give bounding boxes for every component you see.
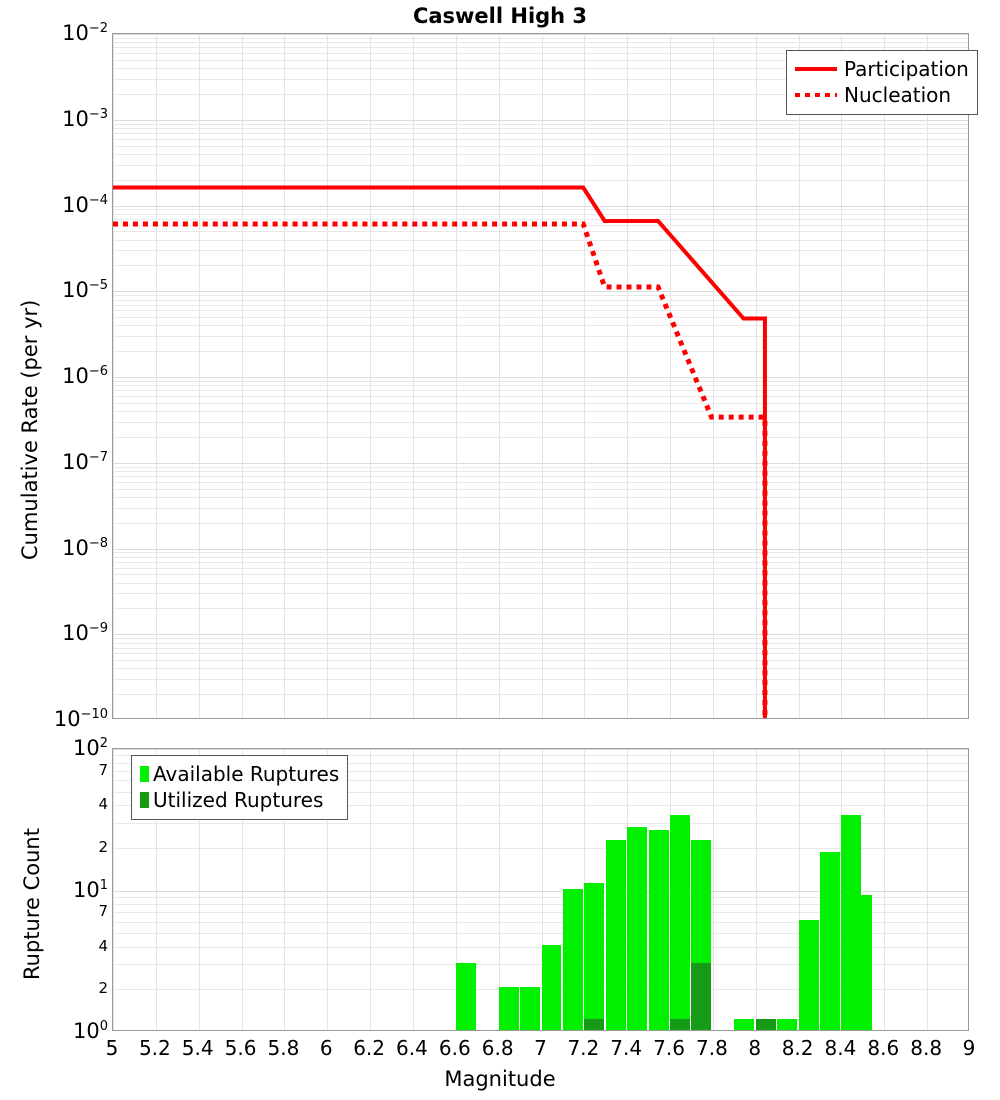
bar-available-segment [627,827,648,1030]
histogram-bar [691,840,712,1030]
cumulative-rate-plot-area [112,33,969,719]
x-tick-label: 6 [319,1036,333,1060]
top-y-axis-title: Cumulative Rate (per yr) [18,299,42,560]
y-tick-label: 102 [72,736,108,760]
histogram-bar [648,829,669,1030]
bar-available-segment [455,962,476,1030]
bar-available-segment [562,888,583,1030]
x-tick-label: 7.8 [695,1036,728,1060]
bar-available-segment [798,919,819,1030]
y-tick-label: 2 [98,979,108,998]
x-tick-label: 8.2 [781,1036,814,1060]
legend-item-participation: Participation [795,56,969,82]
histogram-bar [605,840,626,1030]
y-tick-label: 7 [98,760,108,779]
y-tick-label: 10−2 [62,21,108,45]
y-tick-label: 100 [72,1019,108,1043]
x-tick-label: 8.4 [824,1036,857,1060]
available-color-icon [140,766,149,782]
x-tick-label: 6.4 [396,1036,428,1060]
histogram-bar [455,962,476,1030]
legend-item-available: Available Ruptures [140,761,339,787]
x-tick-label: 5.6 [224,1036,257,1060]
bar-available-segment [541,944,562,1030]
bottom-y-axis-title: Rupture Count [20,828,44,980]
histogram-bar [777,1019,798,1030]
y-tick-label: 7 [98,902,108,921]
bar-available-segment [852,894,873,1030]
histogram-bar [520,987,540,1030]
x-tick-label: 6.6 [438,1036,471,1060]
x-tick-label: 5.4 [181,1036,214,1060]
bar-available-segment [670,815,690,1030]
rate-curves [113,185,768,718]
y-tick-label: 4 [98,795,108,814]
y-tick-label: 4 [98,936,108,955]
chart-title: Caswell High 3 [412,4,588,28]
rupture-legend: Available Ruptures Utilized Ruptures [131,755,349,820]
x-tick-label: 7 [534,1036,547,1060]
x-tick-label: 7.2 [567,1036,600,1060]
bar-available-segment [605,840,626,1030]
histogram-bar [734,1019,755,1030]
histogram-bar [852,894,873,1030]
y-tick-label: 10−10 [53,707,108,731]
bar-utilized-segment [670,1019,690,1030]
y-tick-label: 10−8 [62,535,108,560]
x-tick-label: 8 [748,1036,762,1060]
utilized-color-icon [140,792,149,808]
histogram-bar [584,882,605,1030]
histogram-bar [562,888,583,1030]
bar-available-segment [520,987,540,1030]
histogram-bar [670,815,690,1030]
x-tick-label: 5.2 [138,1036,171,1060]
y-tick-label: 10−6 [62,364,108,388]
bar-available-segment [648,829,669,1030]
x-tick-label: 8.8 [910,1036,943,1060]
y-tick-label: 10−9 [62,621,108,646]
legend-label-utilized: Utilized Ruptures [153,788,324,812]
bar-available-segment [777,1019,798,1030]
x-tick-label: 6.8 [481,1036,514,1060]
bar-utilized-segment [691,962,712,1030]
bar-available-segment [498,987,519,1030]
x-tick-label: 8.6 [867,1036,900,1060]
y-tick-label: 10−7 [62,449,108,474]
x-axis-title: Magnitude [444,1067,556,1091]
legend-label-available: Available Ruptures [153,762,340,786]
y-axis-tick-labels: 10−2 10−3 10−4 10−5 10−6 10−7 10−8 10−9 10−10 102… [0,0,108,1100]
legend-item-utilized: Utilized Ruptures [140,787,339,813]
bar-available-segment [820,852,840,1030]
x-tick-label: 7.4 [610,1036,643,1060]
bar-utilized-segment [584,1019,605,1030]
histogram-bar [627,827,648,1030]
x-tick-label: 5 [105,1036,119,1060]
rate-legend: Participation Nucleation [786,50,978,115]
legend-label-nucleation: Nucleation [844,83,952,107]
histogram-bar [755,1019,776,1030]
y-tick-label: 10−4 [62,192,108,217]
solid-line-icon [795,67,837,71]
x-tick-label: 9 [962,1036,976,1060]
dotted-line-icon [795,93,837,97]
legend-item-nucleation: Nucleation [795,82,969,108]
histogram-bar [498,987,519,1030]
rupture-count-plot-area [112,748,969,1031]
y-tick-label: 10−5 [62,278,108,303]
bar-available-segment [584,882,605,1030]
x-tick-label: 5.8 [267,1036,300,1060]
legend-label-participation: Participation [844,57,969,81]
y-tick-label: 10−3 [62,106,108,131]
histogram-bar [820,852,840,1030]
x-tick-label: 7.6 [653,1036,685,1060]
y-tick-label: 2 [98,837,108,856]
y-tick-label: 101 [72,877,108,902]
histogram-bar [798,919,819,1030]
bar-available-segment [734,1019,755,1030]
histogram-bar [541,944,562,1030]
x-tick-label: 6.2 [353,1036,385,1060]
bar-utilized-segment [755,1019,776,1030]
